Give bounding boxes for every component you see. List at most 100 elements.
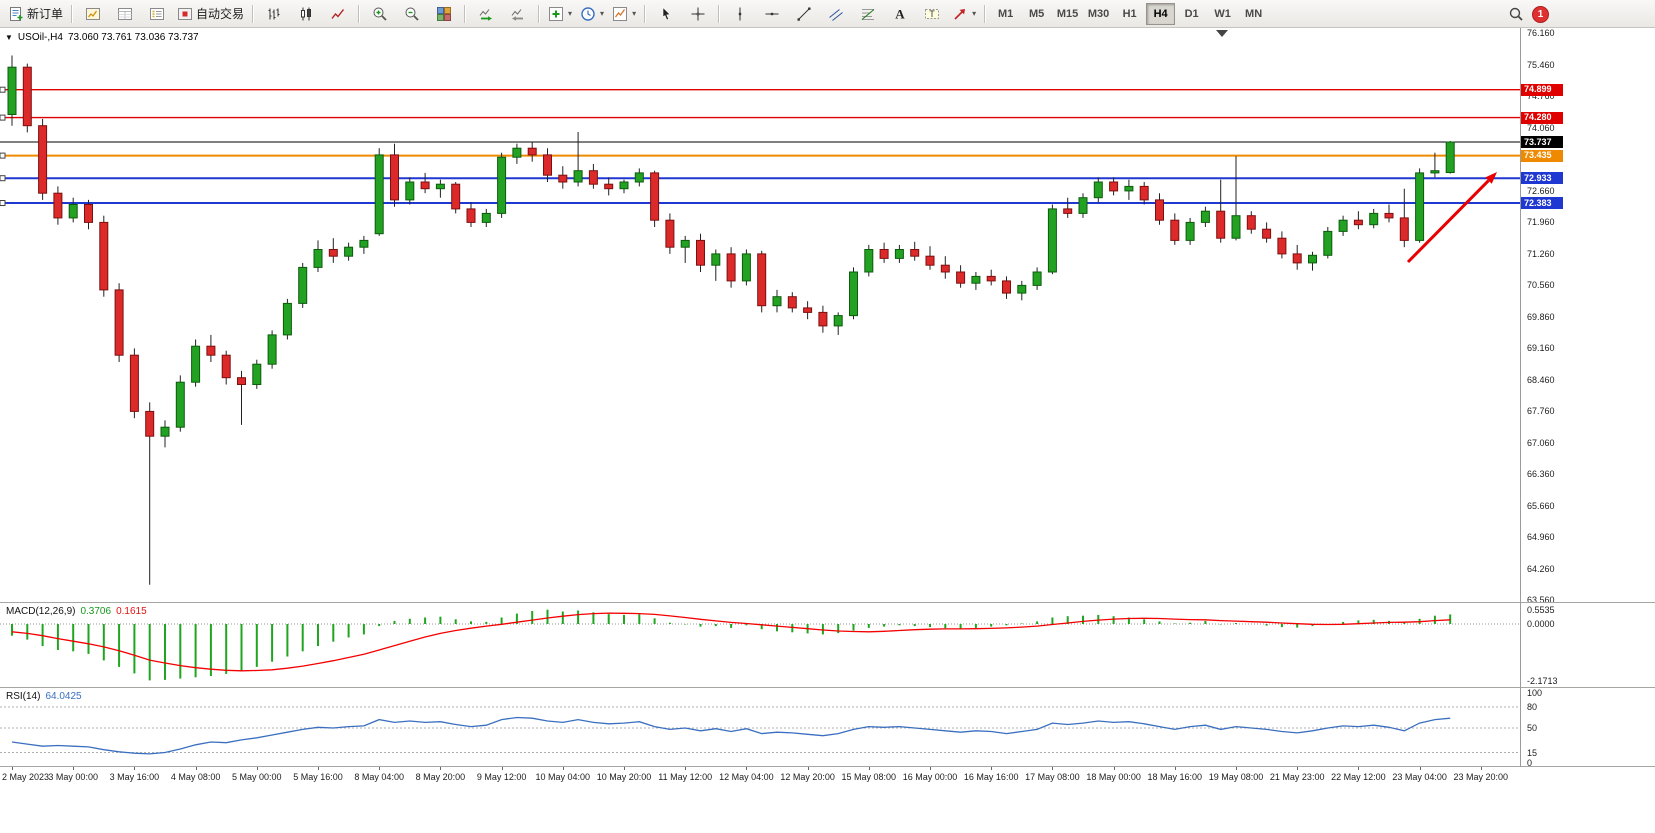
line-handle[interactable] <box>0 152 6 159</box>
time-axis-label: 8 May 04:00 <box>354 772 404 782</box>
timeframe-button-m15[interactable]: M15 <box>1056 7 1079 20</box>
cursor-button[interactable] <box>650 2 682 26</box>
candle <box>1323 230 1333 256</box>
candle <box>252 363 262 386</box>
price-badge-73435: 73.435 <box>1521 149 1563 162</box>
tile-windows-button[interactable] <box>428 2 460 26</box>
time-axis[interactable]: 2 May 2023 3 May 00:00 3 May 16:00 4 May 08… <box>0 767 1655 797</box>
line-chart-button[interactable] <box>322 2 354 26</box>
market-watch-button[interactable] <box>77 2 109 26</box>
time-tick <box>1419 767 1421 770</box>
bar-chart-button[interactable] <box>258 2 290 26</box>
zoom-in-button[interactable] <box>364 2 396 26</box>
cursor-icon <box>658 6 674 22</box>
candle <box>481 212 491 223</box>
auto-scroll-button[interactable] <box>470 2 502 26</box>
line-handle[interactable] <box>0 175 6 182</box>
periods-button[interactable]: ▾ <box>576 2 608 26</box>
candle <box>680 239 690 248</box>
candle <box>145 410 155 437</box>
time-tick <box>930 767 931 770</box>
notification-badge[interactable]: 1 <box>1532 5 1549 23</box>
indicators-button[interactable]: ▾ <box>544 2 576 26</box>
fibonacci-button[interactable] <box>852 2 884 26</box>
channel-button[interactable] <box>820 2 852 26</box>
data-window-button[interactable] <box>109 2 141 26</box>
text-button[interactable]: A <box>884 2 916 26</box>
macd-histogram <box>11 609 1452 681</box>
vertical-line-button[interactable] <box>724 2 756 26</box>
zoom-out-button[interactable] <box>396 2 428 26</box>
chart-shift-button[interactable] <box>502 2 534 26</box>
time-tick <box>807 767 809 770</box>
time-axis-label: 3 May 16:00 <box>109 772 160 782</box>
timeframe-button-m5[interactable]: M5 <box>1028 7 1045 20</box>
search-icon[interactable] <box>1508 6 1524 22</box>
panel-separator[interactable] <box>0 687 1655 689</box>
timeframe-button-w1[interactable]: W1 <box>1214 7 1231 20</box>
panel-separator[interactable] <box>0 602 1655 604</box>
autotrading-button[interactable]: 自动交易 <box>173 2 248 26</box>
chart-area: ▼ USOil-,H4 73.060 73.761 73.036 73.737 … <box>0 28 1655 833</box>
crosshair-button[interactable] <box>682 2 714 26</box>
timeframe-button-m30[interactable]: M30 <box>1087 7 1110 20</box>
toolbar: 新订单 自动交易 ▾ ▾ ▾ A T ▾ M1 M5 M15 M30 H1 H4 D1 W1 MN 1 <box>0 0 1655 28</box>
trend-arrow[interactable] <box>1406 172 1497 264</box>
macd-panel[interactable] <box>0 604 1655 687</box>
time-axis-label: 2 May 2023 <box>2 772 50 782</box>
rsi-title: RSI(14) <box>6 691 41 702</box>
time-axis-label: 15 May 08:00 <box>841 772 897 782</box>
timeframe-button-h4[interactable]: H4 <box>1146 2 1176 25</box>
templates-button[interactable]: ▾ <box>608 2 640 26</box>
dropdown-caret-icon: ▾ <box>568 9 573 18</box>
zoom-out-icon <box>404 6 420 22</box>
candle <box>53 192 63 219</box>
navigator-button[interactable] <box>141 2 173 26</box>
timeframe-button-d1[interactable]: D1 <box>1184 7 1199 20</box>
timeframe-button-m1[interactable]: M1 <box>997 7 1014 20</box>
chart-shift-marker[interactable] <box>1216 30 1228 37</box>
candle <box>1399 217 1409 241</box>
candle <box>328 249 338 257</box>
new-order-button[interactable]: 新订单 <box>4 2 67 26</box>
candlestick-icon <box>298 6 314 22</box>
time-tick <box>1480 767 1482 770</box>
candle <box>390 154 399 201</box>
candle <box>558 174 568 183</box>
macd-label: MACD(12,26,9) 0.3706 0.1615 <box>6 606 147 617</box>
candle <box>1078 197 1088 214</box>
label-button[interactable]: T <box>916 2 948 26</box>
candle <box>114 289 124 356</box>
rsi-panel[interactable] <box>0 689 1655 766</box>
horizontal-line-button[interactable] <box>756 2 788 26</box>
candlestick-chart-button[interactable] <box>290 2 322 26</box>
candle <box>1002 280 1011 294</box>
line-handle[interactable] <box>0 200 6 206</box>
line-chart-icon <box>330 6 346 22</box>
time-axis-label: 18 May 16:00 <box>1147 772 1203 782</box>
line-handle[interactable] <box>0 114 6 121</box>
candle <box>237 377 246 386</box>
candle <box>1246 215 1256 230</box>
price-axis-label: 68.460 <box>1527 374 1555 385</box>
toolbar-separator <box>358 4 361 23</box>
time-tick <box>195 767 197 770</box>
price-chart[interactable] <box>0 28 1655 602</box>
one-click-trading-toggle-icon[interactable]: ▼ <box>5 32 13 42</box>
price-badge-72933: 72.933 <box>1521 172 1563 185</box>
timeframe-button-mn[interactable]: MN <box>1245 7 1263 20</box>
price-axis-label: 74.060 <box>1527 122 1555 133</box>
new-order-button-label: 新订单 <box>27 7 64 21</box>
dropdown-caret-icon: ▾ <box>600 9 605 18</box>
candle <box>267 334 277 365</box>
arrows-button[interactable]: ▾ <box>948 2 980 26</box>
chart-shift-icon <box>510 6 526 22</box>
candle <box>344 246 354 257</box>
line-handle[interactable] <box>0 86 6 93</box>
macd-axis-label: -2.1713 <box>1527 675 1558 686</box>
time-axis-label: 16 May 16:00 <box>963 772 1019 782</box>
timeframe-button-h1[interactable]: H1 <box>1122 7 1137 20</box>
price-axis-label: 75.460 <box>1527 59 1555 70</box>
time-axis-label: 10 May 20:00 <box>596 772 652 782</box>
trendline-button[interactable] <box>788 2 820 26</box>
